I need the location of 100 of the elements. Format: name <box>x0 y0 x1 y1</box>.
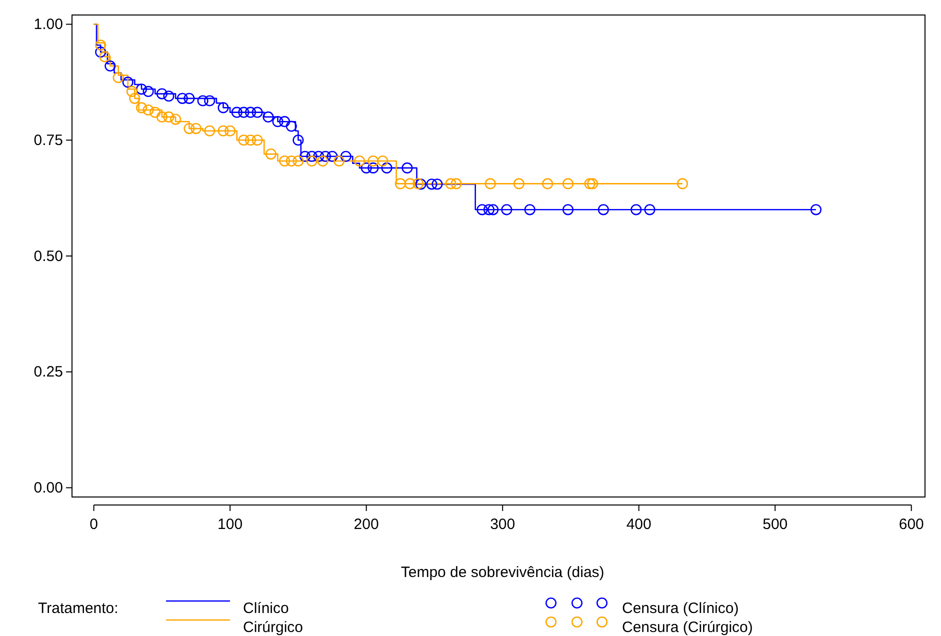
point <box>562 204 574 216</box>
point <box>484 178 496 190</box>
point <box>224 125 236 136</box>
point <box>483 204 494 216</box>
point <box>279 116 290 128</box>
point <box>394 178 406 190</box>
point <box>142 104 154 116</box>
point <box>150 106 161 118</box>
point <box>122 76 134 88</box>
point <box>218 125 229 136</box>
point <box>368 155 379 167</box>
x-tick-label: 100 <box>218 516 243 533</box>
point <box>810 204 822 216</box>
legend-label: Clínico <box>243 600 289 617</box>
point <box>252 106 263 118</box>
y-tick-label: 0.50 <box>34 248 63 265</box>
point <box>184 92 195 104</box>
point <box>231 106 242 118</box>
point <box>306 155 318 167</box>
point <box>286 155 297 167</box>
point <box>598 204 609 216</box>
point <box>286 120 297 132</box>
point <box>197 95 208 106</box>
point <box>163 111 174 122</box>
point <box>184 123 195 134</box>
point <box>190 123 202 134</box>
x-tick-label: 0 <box>90 516 98 533</box>
point <box>476 204 488 216</box>
point <box>238 106 250 118</box>
point <box>432 178 443 190</box>
point <box>524 204 536 216</box>
point <box>562 178 574 190</box>
point <box>326 150 338 162</box>
point <box>95 40 106 51</box>
point <box>244 106 256 118</box>
point <box>320 150 331 162</box>
point <box>142 86 154 97</box>
x-tick-label: 600 <box>898 516 924 533</box>
point <box>112 72 124 84</box>
point <box>99 51 110 62</box>
point <box>586 178 598 190</box>
point <box>354 155 366 167</box>
point <box>262 111 274 122</box>
point <box>252 134 263 146</box>
point <box>292 134 304 146</box>
x-tick-label: 500 <box>762 516 788 533</box>
legend-label: Censura (Cirúrgico) <box>622 619 753 636</box>
point <box>95 46 106 58</box>
x-tick-label: 200 <box>354 516 379 533</box>
point <box>360 162 372 174</box>
point <box>204 125 216 136</box>
point <box>156 88 168 100</box>
x-tick-label: 400 <box>626 516 652 533</box>
point <box>299 150 311 162</box>
point <box>630 204 642 216</box>
point <box>488 204 499 216</box>
point <box>292 155 304 167</box>
legend-label: Cirúrgico <box>243 619 304 636</box>
point <box>170 114 182 125</box>
point <box>279 155 290 167</box>
point <box>644 204 656 216</box>
point <box>513 178 524 190</box>
point <box>163 90 174 102</box>
point <box>445 178 456 190</box>
y-tick-label: 0.00 <box>34 480 63 497</box>
point <box>450 178 462 190</box>
point <box>265 148 276 160</box>
point <box>317 155 328 167</box>
point <box>204 95 216 106</box>
point <box>306 150 318 162</box>
x-tick-label: 300 <box>490 516 516 533</box>
point <box>381 162 392 174</box>
point <box>584 178 596 190</box>
legend-title: Tratamento: <box>38 600 118 617</box>
point <box>412 178 424 190</box>
point <box>334 155 345 167</box>
point <box>404 178 416 190</box>
point <box>272 116 284 128</box>
point <box>402 162 413 174</box>
y-tick-label: 1.00 <box>34 16 63 34</box>
y-tick-label: 0.25 <box>34 364 63 381</box>
point <box>238 134 250 146</box>
point <box>542 178 554 190</box>
point <box>156 111 168 122</box>
point <box>415 178 426 190</box>
point <box>104 60 116 72</box>
point <box>340 150 352 162</box>
point <box>218 102 229 114</box>
point <box>377 155 388 167</box>
y-tick-label: 0.75 <box>34 132 63 149</box>
point <box>313 150 324 162</box>
point <box>368 162 379 174</box>
point <box>244 134 256 146</box>
x-axis-title: Tempo de sobrevivência (dias) <box>400 564 604 581</box>
point <box>129 92 140 104</box>
point <box>136 102 148 114</box>
point <box>176 92 188 104</box>
legend-label: Censura (Clínico) <box>622 600 739 617</box>
point <box>501 204 512 216</box>
point <box>426 178 438 190</box>
